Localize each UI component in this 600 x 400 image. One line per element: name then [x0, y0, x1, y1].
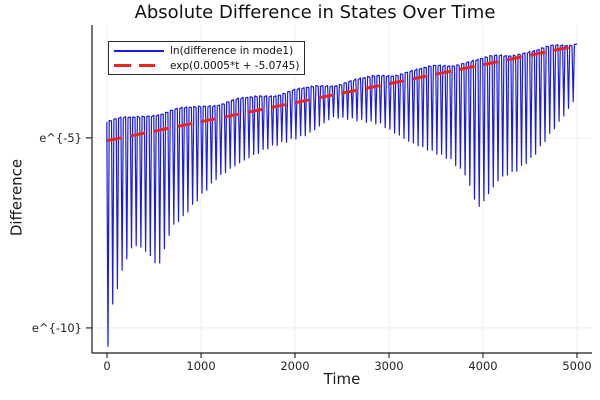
y-axis-label: Difference — [7, 158, 26, 237]
legend-dashed-line-sample — [114, 64, 164, 67]
x-axis-label: Time — [323, 370, 361, 388]
y-tick-label: e^{-10} — [32, 321, 82, 335]
x-tick-label: 3000 — [374, 359, 403, 373]
x-tick-label: 4000 — [468, 359, 497, 373]
x-tick-label: 0 — [103, 359, 110, 373]
axis-ticks — [86, 137, 578, 358]
x-tick-label: 5000 — [562, 359, 591, 373]
legend-label-fit: exp(0.0005*t + -5.0745) — [170, 59, 300, 72]
legend-entry-series: ln(difference in mode1) — [114, 43, 299, 58]
legend-label-series: ln(difference in mode1) — [170, 44, 294, 57]
series-fit-line — [106, 44, 578, 143]
legend-entry-fit: exp(0.0005*t + -5.0745) — [114, 58, 299, 73]
legend-box: ln(difference in mode1) exp(0.0005*t + -… — [108, 41, 305, 75]
x-tick-label: 2000 — [280, 359, 309, 373]
series-oscillation — [106, 43, 578, 347]
axis-spines — [91, 25, 592, 354]
legend-solid-line-sample — [114, 50, 164, 52]
chart-title: Absolute Difference in States Over Time — [134, 2, 496, 23]
y-tick-label: e^{-5} — [39, 131, 82, 145]
tick-labels: 0 1000 2000 3000 4000 5000 e^{-5} e^{-10} — [32, 131, 592, 373]
x-tick-label: 1000 — [186, 359, 215, 373]
